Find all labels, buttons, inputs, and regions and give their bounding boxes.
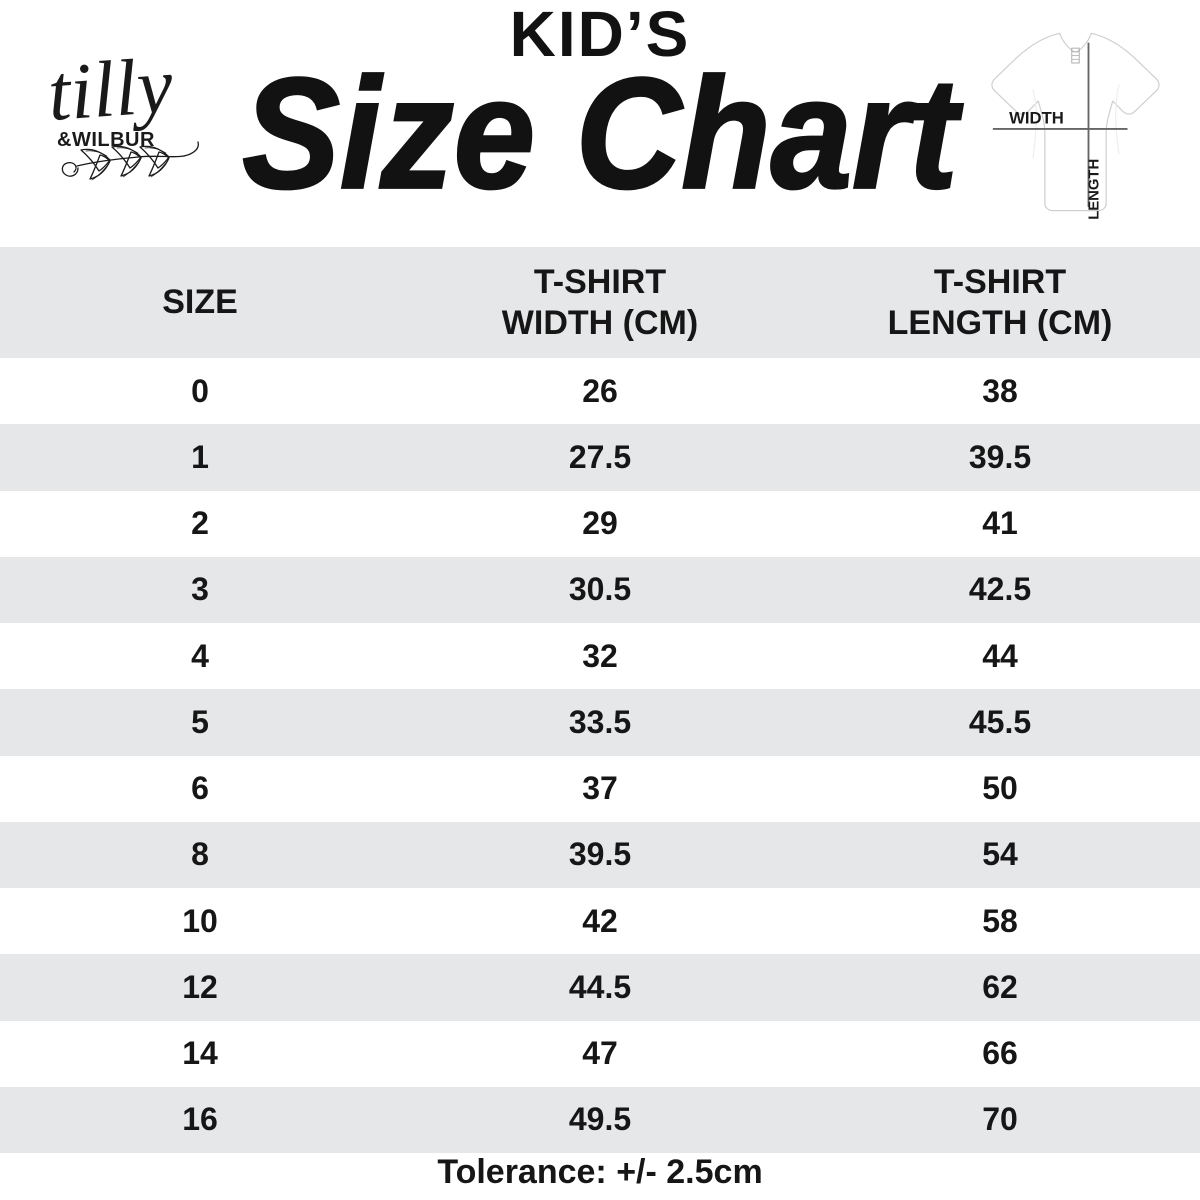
svg-text:LENGTH: LENGTH	[1087, 159, 1103, 219]
svg-text:WIDTH: WIDTH	[1009, 108, 1064, 127]
